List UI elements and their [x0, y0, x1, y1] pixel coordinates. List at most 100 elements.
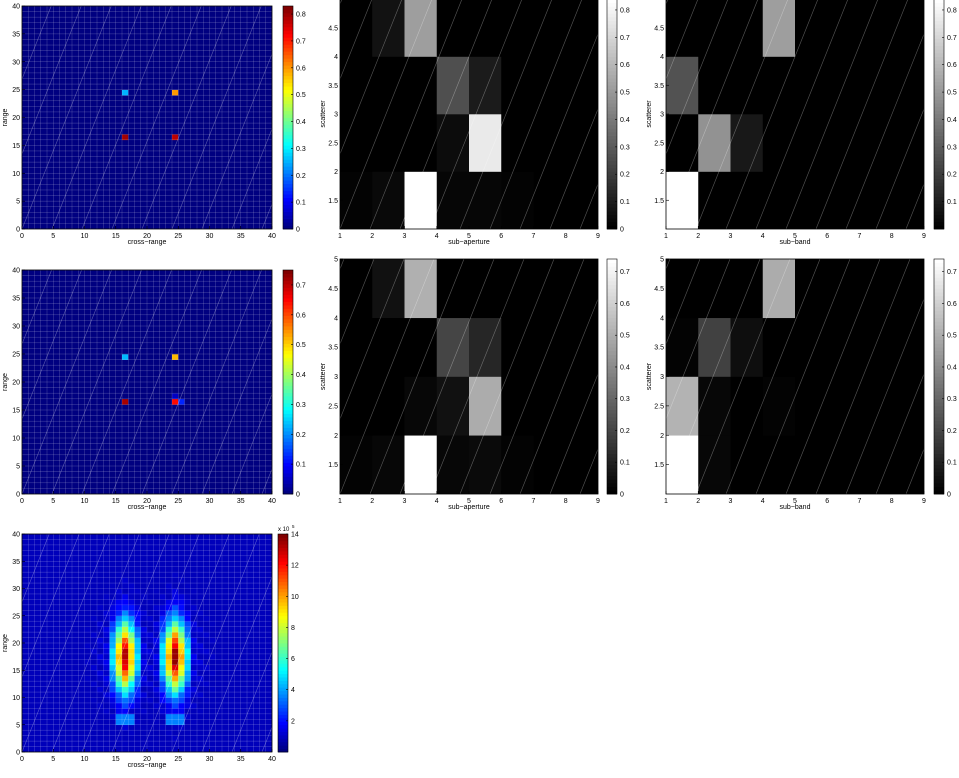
heatmap-cell: [153, 89, 160, 96]
heatmap-cell: [134, 454, 142, 461]
heatmap-cell: [265, 432, 272, 439]
streak: [111, 6, 202, 229]
heatmap-cell: [78, 681, 85, 687]
heatmap-cell: [103, 337, 110, 344]
heatmap-cell: [190, 697, 198, 704]
heatmap-cell: [22, 454, 29, 461]
heatmap-cell: [228, 477, 235, 484]
heatmap-cell: [178, 156, 185, 163]
heatmap-cell: [197, 320, 204, 327]
heatmap-cell: [78, 212, 85, 219]
heatmap-cell: [128, 11, 135, 18]
heatmap-cell: [134, 167, 142, 174]
heatmap-cell: [103, 477, 110, 484]
heatmap-cell: [128, 117, 135, 124]
heatmap-cell: [134, 95, 142, 102]
heatmap-cell: [209, 460, 217, 467]
colorbar-segment: [934, 128, 944, 133]
heatmap-cell: [228, 212, 235, 219]
heatmap-cell: [228, 342, 235, 349]
x-tick-label: 9: [596, 498, 600, 505]
heatmap-cell: [72, 354, 79, 360]
colorbar-segment: [283, 382, 293, 386]
heatmap-cell: [97, 454, 104, 461]
y-tick-label: 15: [12, 143, 20, 150]
colorbar-segment: [607, 464, 617, 469]
colorbar-segment: [934, 306, 944, 311]
colorbar-segment: [607, 471, 617, 477]
heatmap-cell: [72, 6, 79, 12]
heatmap-cell: [90, 488, 98, 494]
heatmap-cell: [28, 106, 35, 113]
heatmap-cell: [78, 724, 85, 731]
heatmap-cell: [234, 117, 242, 124]
heatmap-cell: [78, 697, 85, 704]
heatmap-cell: [122, 320, 129, 327]
heatmap-cell: [165, 681, 173, 687]
heatmap-cell: [666, 0, 699, 57]
heatmap-cell: [53, 145, 60, 152]
heatmap-cell: [436, 56, 470, 115]
colorbar-segment: [607, 175, 617, 180]
heatmap-cell: [215, 460, 223, 467]
heatmap-cell: [47, 145, 54, 152]
heatmap-cell: [90, 150, 98, 157]
heatmap-cell: [22, 223, 29, 229]
heatmap-cell: [197, 471, 204, 478]
heatmap-cell: [253, 167, 260, 174]
heatmap-cell: [265, 195, 272, 202]
heatmap-cell: [140, 741, 148, 747]
heatmap-cell: [40, 686, 48, 693]
heatmap-cell: [103, 167, 110, 174]
heatmap-cell: [53, 150, 60, 157]
heatmap-cell: [240, 22, 248, 29]
heatmap-cell: [222, 735, 229, 742]
heatmap-cell: [147, 681, 154, 687]
heatmap-cell: [247, 95, 254, 102]
heatmap-cell: [65, 320, 73, 327]
heatmap-cell: [565, 259, 598, 319]
heatmap-cell: [103, 697, 110, 704]
x-tick-label: 10: [81, 498, 89, 505]
colorbar-segment: [607, 365, 617, 370]
heatmap-cell: [84, 78, 92, 85]
heatmap-cell: [65, 167, 73, 174]
heatmap-cell: [247, 382, 254, 388]
heatmap-cell: [22, 702, 29, 709]
streak: [429, 0, 522, 229]
heatmap-cell: [222, 309, 229, 316]
heatmap-cell: [84, 342, 92, 349]
heatmap-cell: [372, 317, 405, 377]
heatmap-cell: [97, 719, 104, 726]
heatmap-cell: [172, 354, 179, 360]
heatmap-cell: [247, 45, 254, 51]
heatmap-cell: [65, 724, 73, 731]
heatmap-cell: [215, 39, 223, 46]
heatmap-cell: [859, 114, 893, 172]
heatmap-cell: [859, 259, 893, 319]
heatmap-cell: [404, 114, 438, 172]
heatmap-cell: [228, 746, 235, 752]
heatmap-cell: [34, 28, 42, 35]
heatmap-cell: [265, 78, 272, 85]
heatmap-cell: [240, 449, 248, 456]
heatmap-cell: [247, 438, 254, 444]
heatmap-cell: [209, 156, 217, 163]
heatmap-cell: [501, 376, 534, 436]
heatmap-cell: [78, 342, 85, 349]
heatmap-cell: [115, 139, 123, 146]
colorbar-segment: [607, 27, 617, 32]
colorbar-segment: [283, 152, 293, 157]
heatmap-cell: [115, 365, 123, 372]
heatmap-cell: [666, 435, 699, 494]
heatmap-cell: [59, 22, 67, 29]
heatmap-cell: [215, 482, 223, 489]
heatmap-cell: [203, 39, 210, 46]
heatmap-cell: [28, 692, 35, 698]
heatmap-cell: [240, 454, 248, 461]
heatmap-cell: [40, 178, 48, 185]
heatmap-cell: [172, 365, 179, 372]
heatmap-cell: [153, 123, 160, 129]
heatmap-cell: [209, 145, 217, 152]
heatmap-cell: [78, 292, 85, 299]
